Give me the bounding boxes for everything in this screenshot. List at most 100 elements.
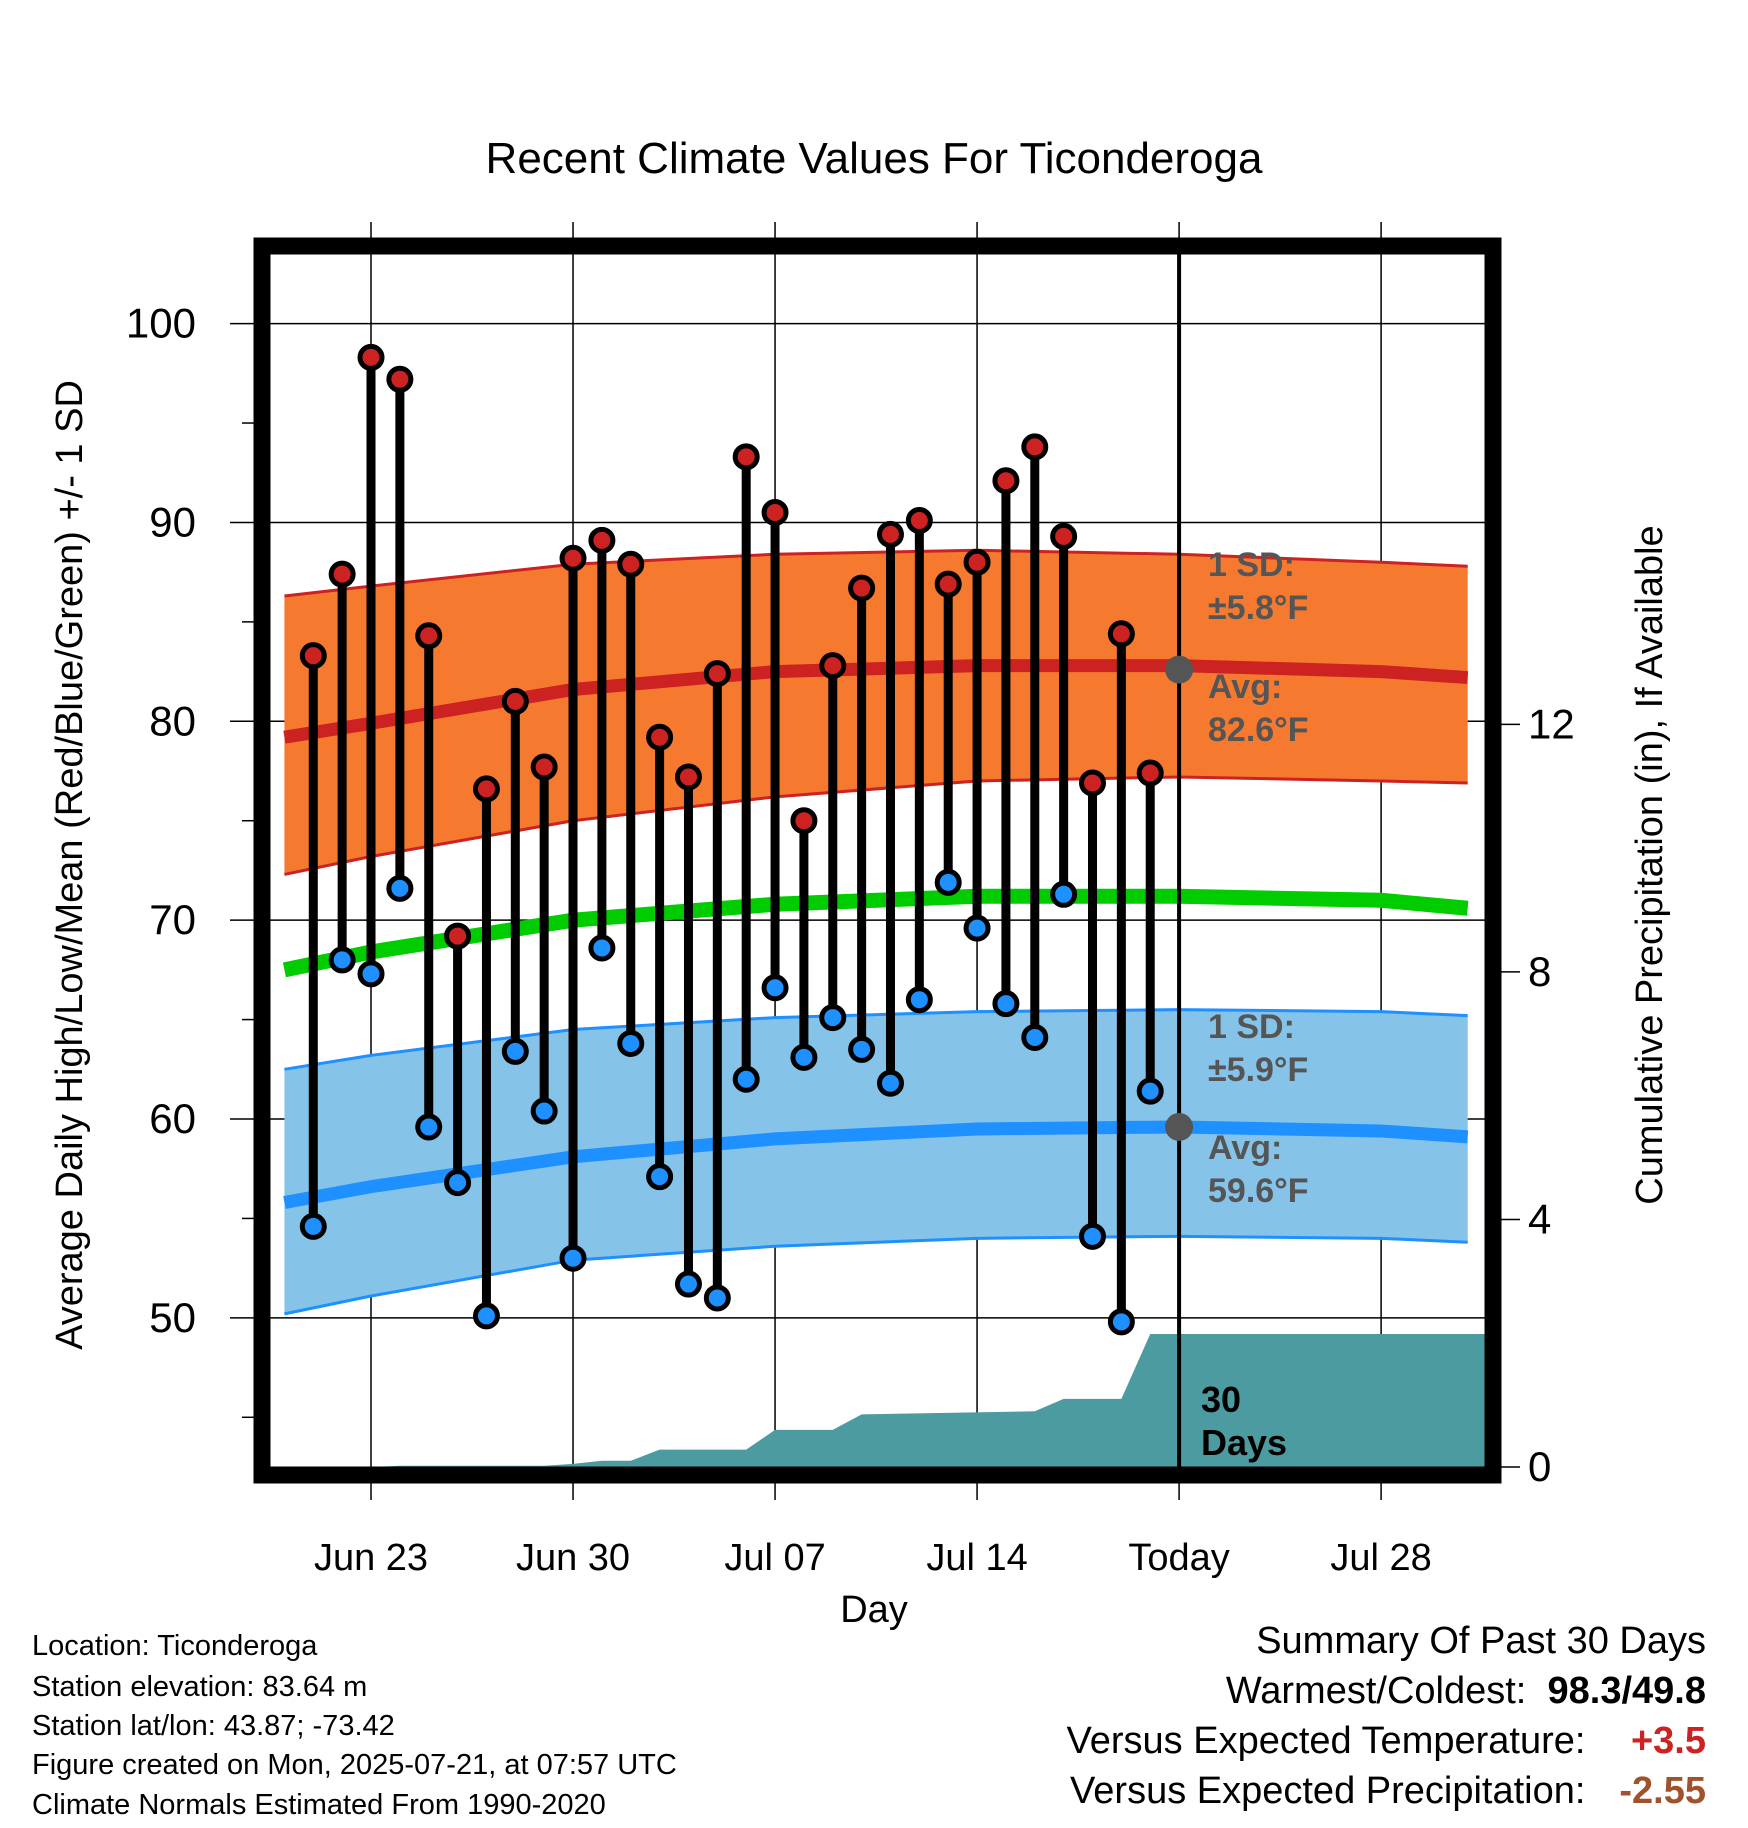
high-point: [501, 687, 529, 715]
low-sd-value: ±5.9°F: [1208, 1051, 1308, 1089]
high-point: [328, 560, 356, 588]
high-point: [530, 753, 558, 781]
low-point: [415, 1113, 443, 1141]
x-tick-label: Jul 07: [724, 1537, 825, 1579]
y2-tick-label: 12: [1528, 700, 1575, 747]
low-point: [357, 960, 385, 988]
high-point: [559, 544, 587, 572]
high-point: [617, 550, 645, 578]
low-point: [848, 1035, 876, 1063]
high-point: [703, 660, 731, 688]
high-upper-line: [284, 548, 1468, 598]
high-point: [444, 922, 472, 950]
summary-slash: /: [1621, 1670, 1633, 1712]
low-point: [674, 1270, 702, 1298]
low-point: [1021, 1023, 1049, 1051]
low-point: [501, 1037, 529, 1065]
precip-window-label-2: Days: [1201, 1422, 1287, 1463]
high-point: [299, 642, 327, 670]
y-tick-label: 90: [149, 498, 196, 545]
high-point: [674, 763, 702, 791]
high-avg-label: Avg:: [1208, 668, 1282, 706]
high-point: [761, 499, 789, 527]
low-point: [588, 934, 616, 962]
summary-warmest-row: Warmest/Coldest: 98.3/49.8: [1226, 1672, 1706, 1710]
footer-created: Figure created on Mon, 2025-07-21, at 07…: [32, 1749, 677, 1781]
y-tick-label: 70: [149, 896, 196, 943]
low-avg-label: Avg:: [1208, 1129, 1282, 1167]
high-point: [848, 574, 876, 602]
plot-area: 1 SD: ±5.8°F Avg: 82.6°F 1 SD: ±5.9°F Av…: [270, 254, 1485, 1467]
precip-area: [284, 1333, 1485, 1467]
low-point: [386, 874, 414, 902]
plot-frame: [253, 237, 1502, 1484]
chart-title: Recent Climate Values For Ticonderoga: [486, 134, 1263, 183]
low-point: [617, 1029, 645, 1057]
high-point: [790, 807, 818, 835]
summary-precip-row: Versus Expected Precipitation: -2.55: [1070, 1772, 1706, 1810]
summary-precip-label: Versus Expected Precipitation:: [1070, 1770, 1586, 1812]
high-point: [819, 652, 847, 680]
high-point: [963, 548, 991, 576]
y2-axis-label: Cumulative Precipitation (in), If Availa…: [1629, 525, 1671, 1204]
high-point: [1021, 433, 1049, 461]
high-point: [386, 365, 414, 393]
summary-coldest-value: 49.8: [1632, 1670, 1706, 1712]
y-tick-label: 60: [149, 1095, 196, 1142]
low-point: [905, 986, 933, 1014]
low-avg-value: 59.6°F: [1208, 1172, 1309, 1210]
footer-latlon: Station lat/lon: 43.87; -73.42: [32, 1710, 395, 1742]
annotations-layer: 1 SD: ±5.8°F Avg: 82.6°F 1 SD: ±5.9°F Av…: [1201, 546, 1309, 1463]
low-point: [703, 1284, 731, 1312]
low-point: [530, 1097, 558, 1125]
mean-avg-line: [282, 888, 1469, 978]
y-tick-label: 100: [126, 300, 196, 347]
precip-area-layer: [284, 1333, 1485, 1467]
high-avg-marker: [1165, 655, 1194, 684]
low-point: [472, 1302, 500, 1330]
low-point: [559, 1244, 587, 1272]
today-line-layer: [1165, 254, 1194, 1467]
x-tick-label: Jul 14: [926, 1537, 1027, 1579]
low-point: [732, 1065, 760, 1093]
low-point: [819, 1004, 847, 1032]
low-avg-line: [283, 1120, 1469, 1209]
low-point: [963, 914, 991, 942]
y2-tick-label: 4: [1528, 1195, 1551, 1242]
low-point: [1136, 1077, 1164, 1105]
high-point: [1050, 522, 1078, 550]
summary-warmest-label: Warmest/Coldest:: [1225, 1670, 1527, 1712]
high-point: [992, 467, 1020, 495]
high-point: [1079, 769, 1107, 797]
daily-stems-layer: [308, 357, 1155, 1322]
high-point: [876, 520, 904, 548]
footer-elevation: Station elevation: 83.64 m: [32, 1671, 368, 1703]
x-axis-label: Day: [840, 1589, 908, 1631]
high-sd-value: ±5.8°F: [1208, 589, 1308, 627]
y-tick-label: 80: [149, 697, 196, 744]
footer-normals: Climate Normals Estimated From 1990-2020: [32, 1789, 606, 1821]
low-point: [299, 1212, 327, 1240]
x-tick-label: Jun 23: [314, 1537, 428, 1579]
low-point: [1107, 1308, 1135, 1336]
y-axis-label: Average Daily High/Low/Mean (Red/Blue/Gr…: [49, 380, 91, 1350]
high-point: [588, 526, 616, 554]
low-point: [992, 990, 1020, 1018]
y2-tick-label: 0: [1528, 1443, 1551, 1490]
low-lower-line: [284, 1234, 1468, 1316]
low-point: [790, 1043, 818, 1071]
summary-temp-row: Versus Expected Temperature: +3.5: [1067, 1722, 1706, 1760]
normal-bands-layer: [282, 548, 1469, 1316]
high-sd-band: [284, 550, 1468, 875]
summary-warmest-value: 98.3: [1547, 1670, 1622, 1712]
y2-tick-label: 8: [1528, 948, 1551, 995]
axes-layer: Jun 23 Jun 30 Jul 07 Jul 14 Today Jul 28 50 60 7…: [126, 222, 1575, 1579]
high-point: [1107, 620, 1135, 648]
low-sd-band: [284, 1009, 1468, 1314]
high-point: [732, 443, 760, 471]
low-sd-label: 1 SD:: [1208, 1008, 1295, 1046]
y-tick-label: 50: [149, 1294, 196, 1341]
low-point: [1050, 880, 1078, 908]
high-point: [905, 506, 933, 534]
high-lower-line: [284, 775, 1468, 876]
